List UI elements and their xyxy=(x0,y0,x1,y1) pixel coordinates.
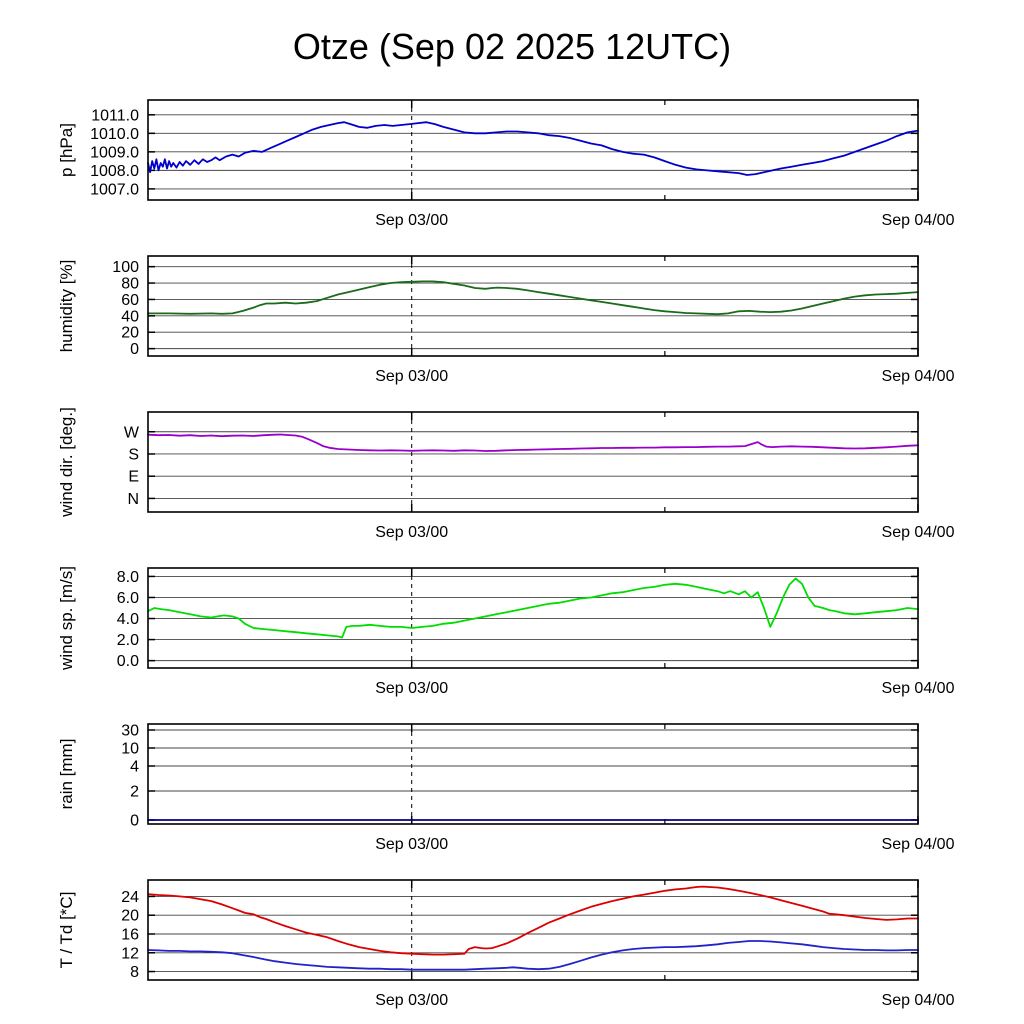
y-tick-label: 4.0 xyxy=(117,611,139,628)
y-tick-label: N xyxy=(127,491,139,508)
y-tick-label: 60 xyxy=(121,292,139,309)
x-tick-label: Sep 03/00 xyxy=(375,212,448,229)
y-tick-label: 16 xyxy=(121,926,139,943)
y-tick-label: 1011.0 xyxy=(91,107,139,124)
y-tick-label: 24 xyxy=(121,889,139,906)
y-tick-label: 2 xyxy=(130,784,139,801)
y-axis-label: wind sp. [m/s] xyxy=(57,566,76,671)
y-tick-label: S xyxy=(128,446,139,463)
x-tick-label: Sep 03/00 xyxy=(375,992,448,1009)
y-axis-label: rain [mm] xyxy=(57,739,76,810)
y-tick-label: 40 xyxy=(121,308,139,325)
chart-title: Otze (Sep 02 2025 12UTC) xyxy=(292,26,732,67)
y-tick-label: 0 xyxy=(130,341,139,358)
panel-frame xyxy=(147,723,919,825)
panel-frame xyxy=(147,99,919,201)
series-wind-direction xyxy=(147,433,919,452)
y-tick-label: 4 xyxy=(130,759,139,776)
y-tick-label: W xyxy=(124,424,140,441)
y-tick-label: 8 xyxy=(130,964,139,981)
y-tick-label: 2.0 xyxy=(117,632,139,649)
x-tick-label: Sep 04/00 xyxy=(882,212,955,229)
panel-frame xyxy=(147,567,919,669)
y-tick-label: 20 xyxy=(121,325,139,342)
panel-frame xyxy=(147,879,919,981)
series-temperature xyxy=(147,885,919,956)
y-tick-label: 10 xyxy=(121,741,139,758)
x-tick-label: Sep 03/00 xyxy=(375,836,448,853)
y-tick-label: 1008.0 xyxy=(90,163,139,180)
x-tick-label: Sep 03/00 xyxy=(375,368,448,385)
x-tick-label: Sep 04/00 xyxy=(882,368,955,385)
y-tick-label: 0.0 xyxy=(117,653,139,670)
x-tick-label: Sep 04/00 xyxy=(882,680,955,697)
x-tick-label: Sep 04/00 xyxy=(882,836,955,853)
x-tick-label: Sep 03/00 xyxy=(375,680,448,697)
x-tick-label: Sep 04/00 xyxy=(882,992,955,1009)
y-axis-label: T / Td [*C] xyxy=(57,892,76,969)
y-tick-label: 1010.0 xyxy=(90,126,139,143)
y-tick-label: 1009.0 xyxy=(90,144,139,161)
panel-frame xyxy=(147,255,919,357)
y-tick-label: 0 xyxy=(130,813,139,830)
y-tick-label: 8.0 xyxy=(117,569,139,586)
x-tick-label: Sep 04/00 xyxy=(882,524,955,541)
y-axis-label: p [hPa] xyxy=(57,123,76,177)
series-wind-speed xyxy=(147,577,919,639)
panel-frame xyxy=(147,411,919,513)
y-tick-label: 6.0 xyxy=(117,590,139,607)
panel-wind-speed: 0.0 2.0 4.0 6.0 8.0 Sep 03/00 Sep 04/00 wind sp… xyxy=(57,566,955,697)
series-pressure xyxy=(147,121,919,176)
y-tick-label: 12 xyxy=(121,945,139,962)
y-axis-label: wind dir. [deg.] xyxy=(57,407,76,518)
y-tick-label: E xyxy=(128,469,139,486)
y-tick-label: 20 xyxy=(121,908,139,925)
y-tick-label: 80 xyxy=(121,276,139,293)
y-axis-label: humidity [%] xyxy=(57,260,76,353)
y-tick-label: 100 xyxy=(112,259,139,276)
y-tick-label: 30 xyxy=(121,723,139,740)
series-dewpoint xyxy=(147,940,919,971)
x-tick-label: Sep 03/00 xyxy=(375,524,448,541)
y-tick-label: 1007.0 xyxy=(90,181,139,198)
series-humidity xyxy=(147,280,919,316)
